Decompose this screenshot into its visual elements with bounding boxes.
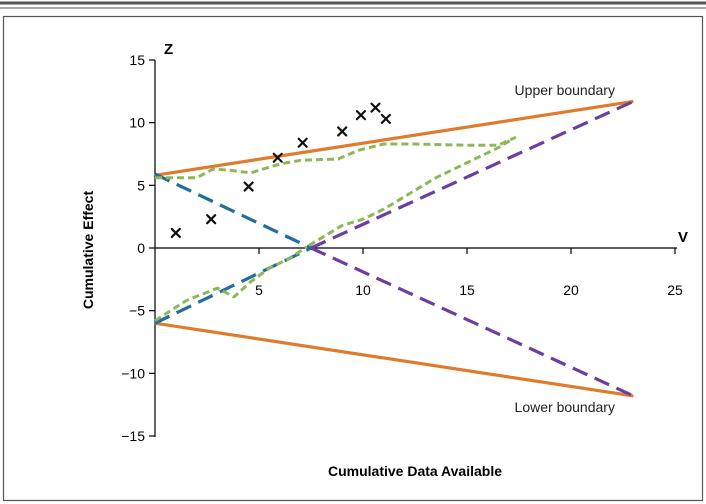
y-tick-label: 0 [137,240,145,256]
y-tick-label: −5 [129,303,145,319]
series-line-boundary-1 [154,321,634,398]
y-tick-label: −15 [121,428,145,444]
data-point-x-marker [370,102,381,113]
points-layer [170,102,391,239]
data-point-x-marker [170,227,181,239]
series-layer [154,99,635,398]
series-line-boundary-0 [154,99,634,177]
ticks: 15 10 5 0 −5 −10 −15 5 10 15 20 25 [121,52,683,444]
data-point-x-marker [297,137,308,148]
annotation-lower-boundary: Lower boundary [515,399,615,415]
y-axis-letter: Z [164,41,173,58]
series-line-purple-dashed-4 [310,99,635,250]
plot-frame [2,15,704,502]
annotation-upper-boundary: Upper boundary [515,82,615,98]
data-point-x-marker [272,152,283,163]
data-point-x-marker [243,181,254,192]
series-line-blue-dashed-2 [154,172,312,250]
data-point-x-marker [355,110,367,121]
x-tick-label: 10 [355,282,371,298]
y-tick-label: 10 [129,115,145,131]
data-point-x-marker [206,214,217,225]
series-line-green-dotted-7 [154,245,308,322]
x-tick-label: 5 [255,282,263,298]
y-tick-label: −10 [121,365,145,381]
x-tick-label: 20 [563,282,579,298]
x-axis-letter: V [678,229,688,246]
series-line-blue-dashed-3 [154,246,312,325]
data-point-x-marker [380,113,391,125]
data-point-x-marker [337,126,348,137]
x-axis-title: Cumulative Data Available [328,463,502,479]
series-line-purple-dashed-5 [310,246,635,398]
y-tick-label: 15 [129,52,145,68]
series-line-green-dotted-6 [155,136,517,248]
x-tick-label: 25 [667,282,683,298]
y-axis-title: Cumulative Effect [80,191,96,310]
x-tick-label: 15 [459,282,475,298]
y-tick-label: 5 [137,177,145,193]
